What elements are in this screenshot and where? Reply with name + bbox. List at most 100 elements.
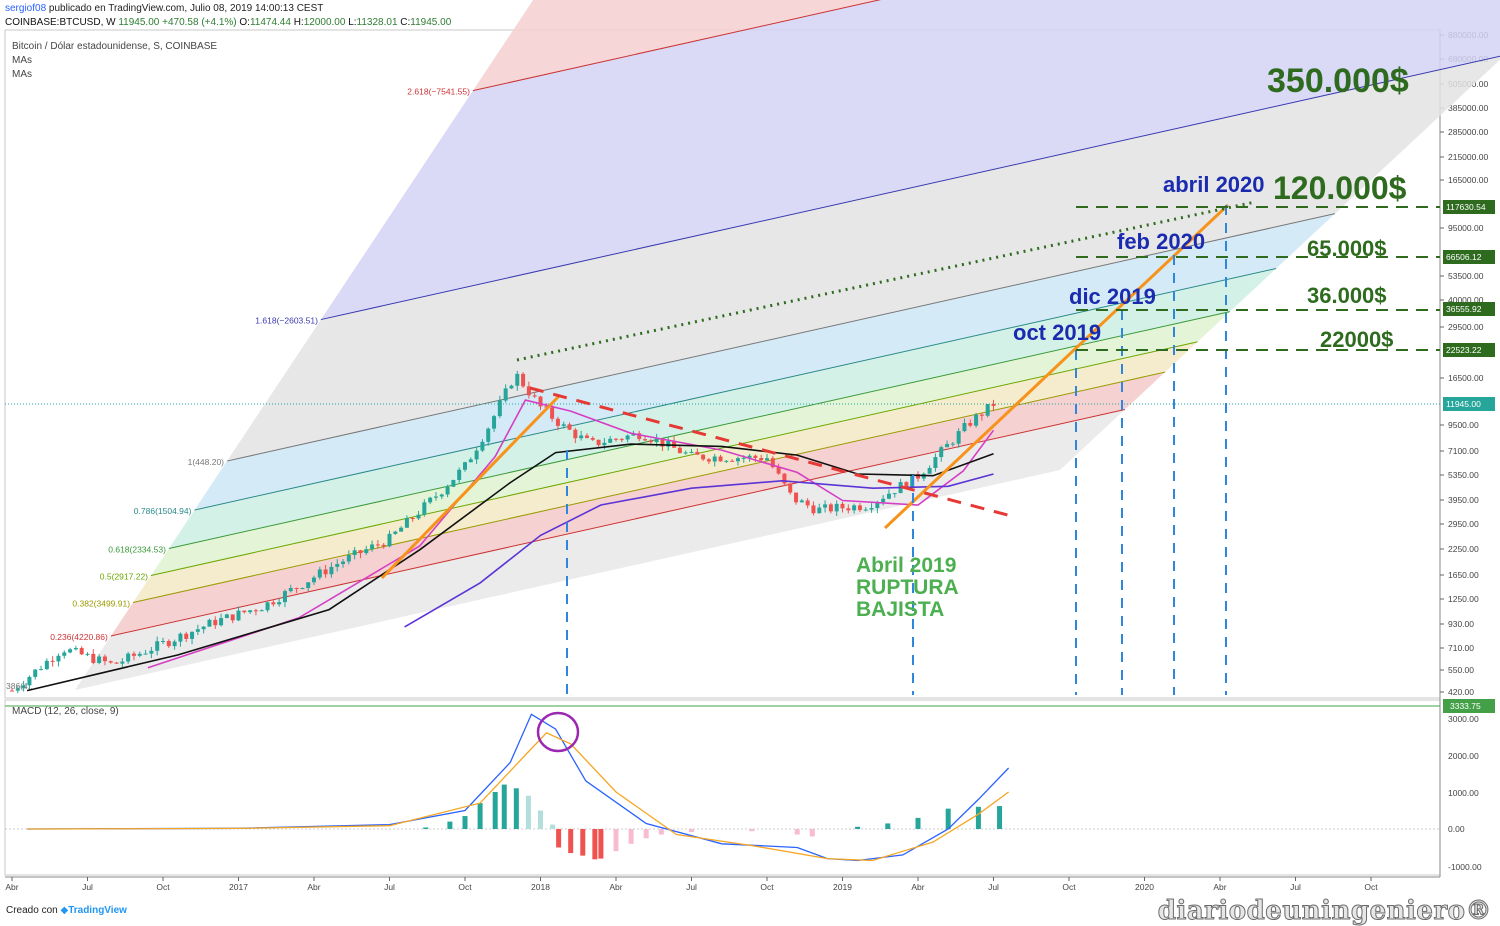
breakout-annotation: BAJISTA [856,598,944,621]
macd-line [27,713,1010,862]
candle-body [596,439,601,446]
target-date-label: abril 2020 [1163,172,1265,197]
candle-body [416,514,421,519]
target-price-label: 120.000$ [1273,170,1407,206]
candle-body [515,373,520,386]
close-label: C: [400,17,411,28]
macd-histogram-bar [462,816,468,829]
candle-body [492,416,497,429]
time-axis-tick-label: Oct [760,882,774,892]
macd-cross-circle [536,711,580,753]
candle-body [346,555,351,562]
macd-histogram-bar [513,788,519,829]
macd-histogram-bar [423,827,429,829]
symbol-label: COINBASE:BTCUSD, W [5,17,116,28]
candle-body [236,610,241,621]
moving-average-2 [404,473,994,628]
time-axis-tick-label: Abr [911,882,924,892]
candle-body [149,650,154,654]
macd-axis-tick-label: 1000.00 [1448,788,1479,798]
candle-body [178,633,183,642]
watermark-logo: diariodeuningeniero® [1157,896,1492,926]
candle-body [985,404,990,416]
candle-body [288,588,293,592]
price-axis-tick-label: 29500.00 [1448,322,1484,332]
candle-body [364,549,369,554]
candle-body [846,508,851,511]
candle-body [573,429,578,439]
macd-histogram-bar [628,829,634,844]
signal-line [27,732,1009,862]
candle-body [765,458,769,461]
candle-body [857,505,862,511]
breakout-annotation: RUPTURA [856,576,959,599]
candle-body [230,614,235,621]
candle-body [341,561,346,565]
fib-label: 1(448.20) [188,457,225,467]
macd-histogram-bar [885,823,891,829]
price-tag-label: 22523.22 [1446,345,1482,355]
candle-body [312,577,316,583]
macd-histogram-bar [580,829,586,856]
candle-body [56,655,61,662]
macd-histogram-bar [556,829,562,848]
price-axis-tick-label: 2250.00 [1448,544,1479,554]
candle-body [526,386,531,396]
candle-body [550,407,555,419]
candle-body [317,569,322,578]
tradingview-brand[interactable]: TradingView [68,905,127,916]
last-price: 11945.00 [118,17,160,28]
fib-band-1 [110,372,1166,636]
candle-body [102,656,107,662]
candle-body [410,518,415,520]
candle-body [352,550,357,556]
author-link[interactable]: sergiof08 [5,3,47,14]
macd-histogram-bar [915,817,921,829]
fib-line-3 [168,311,1231,550]
target-date-label: oct 2019 [1013,320,1101,345]
candle-body [637,433,642,440]
candle-body [741,457,746,459]
candle-body [701,454,706,460]
time-axis-tick-label: Oct [1364,882,1378,892]
trendline-2019 [883,203,1230,530]
header-line-1: sergiof08 publicado en TradingView.com, … [5,3,323,14]
candle-body [945,444,950,448]
price-axis-tick-label: 165000.00 [1448,175,1488,185]
candle-body [770,458,775,468]
candle-body [584,435,589,439]
candle-body [933,457,938,469]
price-axis-tick-label: 1250.00 [1448,594,1479,604]
candle-body [190,631,195,639]
candle-body [614,438,618,440]
candle-body [166,640,171,647]
candle-body [50,660,55,662]
low-label: L: [348,17,357,28]
price-axis-tick-label: 7100.00 [1448,446,1479,456]
candle-body [137,653,142,656]
macd-histogram-bar [794,829,800,835]
candle-body [207,619,212,627]
candle-body [143,653,148,655]
candle-body [381,544,386,547]
created-with[interactable]: Creado con ◆TradingView [6,905,127,916]
fib-base-label: 386(4... [6,681,35,691]
candle-body [991,404,996,406]
candle-body [927,468,932,474]
candle-body [15,688,20,691]
macd-histogram-bar [525,795,531,829]
candle-body [439,494,444,497]
candle-body [404,518,409,528]
candle-body [979,414,984,416]
fib-band-4 [168,268,1277,549]
candle-body [370,544,375,550]
candle-body [782,473,787,484]
time-axis-tick-label: Jul [384,882,395,892]
price-change: +470.58 (+4.1%) [162,17,237,28]
candle-body [219,618,224,626]
candle-body [538,396,543,407]
price-axis-tick-label: 95000.00 [1448,223,1484,233]
candle-body [718,456,723,462]
low-value: 11328.01 [356,17,398,28]
